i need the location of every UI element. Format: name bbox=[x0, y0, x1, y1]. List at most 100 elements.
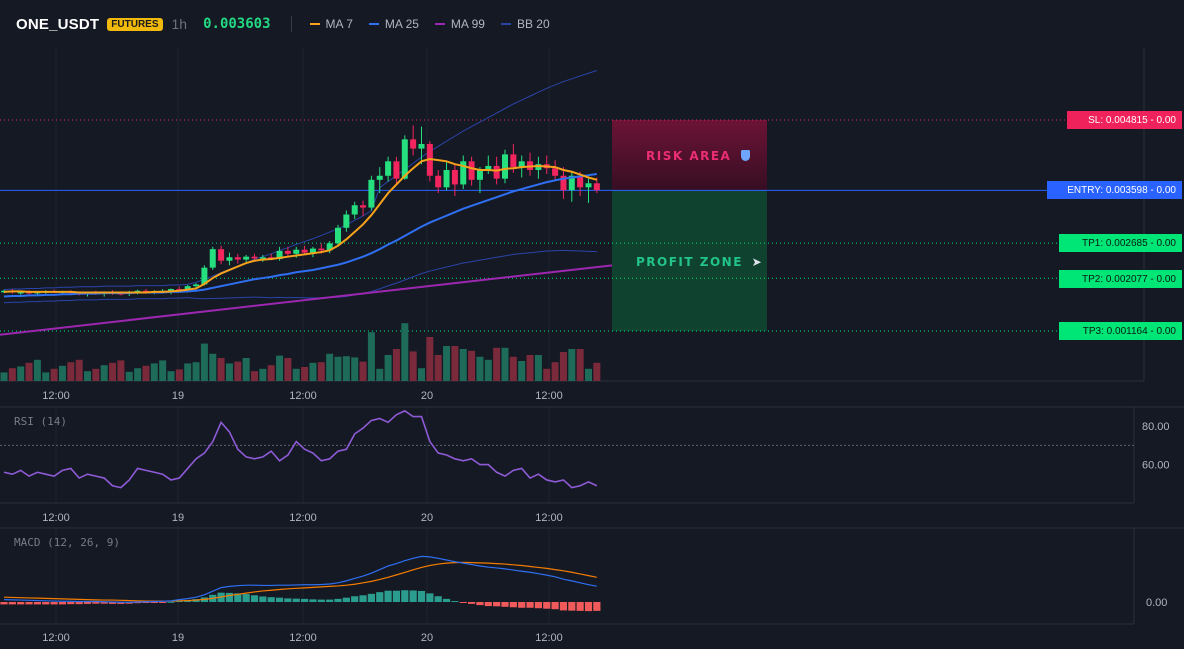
candle-body bbox=[435, 175, 442, 188]
macd-histogram-bar bbox=[334, 598, 342, 602]
candle-body bbox=[218, 249, 225, 261]
tp1-level-tag[interactable]: TP1: 0.002685 - 0.00 bbox=[1059, 234, 1182, 252]
sl-level-value: - 0.00 bbox=[1150, 114, 1176, 126]
macd-histogram-bar bbox=[351, 596, 359, 602]
candle-body bbox=[335, 227, 341, 244]
symbol-title[interactable]: ONE_USDT bbox=[16, 15, 100, 33]
price-time-tick: 12:00 bbox=[289, 390, 317, 402]
indicator-ma99[interactable]: MA 99 bbox=[434, 17, 485, 31]
volume-bar bbox=[192, 362, 200, 381]
entry-level-tag[interactable]: ENTRY: 0.003598 - 0.00 bbox=[1047, 181, 1182, 199]
tp1-level-label: TP1: 0.002685 bbox=[1082, 237, 1148, 249]
tp3-level-tag[interactable]: TP3: 0.001164 - 0.00 bbox=[1059, 322, 1182, 340]
tp2-level-tag[interactable]: TP2: 0.002077 - 0.00 bbox=[1059, 270, 1182, 288]
volume-bar bbox=[58, 365, 66, 381]
volume-bar bbox=[543, 368, 551, 381]
macd-histogram-bar bbox=[58, 602, 67, 605]
volume-bar bbox=[117, 360, 125, 381]
macd-histogram-bar bbox=[284, 598, 292, 602]
macd-histogram-bar bbox=[75, 602, 83, 605]
macd-histogram-bar bbox=[225, 592, 234, 602]
candle-body bbox=[243, 256, 250, 260]
candle-body bbox=[535, 164, 542, 170]
candle-body bbox=[184, 286, 191, 290]
tp3-level-value: - 0.00 bbox=[1150, 325, 1176, 337]
timeframe-label[interactable]: 1h bbox=[171, 16, 188, 32]
macd-histogram-bar bbox=[526, 602, 534, 608]
candle-body bbox=[276, 250, 283, 259]
macd-histogram-bar bbox=[501, 602, 509, 607]
volume-bar bbox=[125, 371, 133, 381]
candle-body bbox=[593, 183, 600, 191]
volume-bar bbox=[84, 371, 91, 381]
header-divider bbox=[290, 16, 292, 32]
rsi-label: RSI (14) bbox=[14, 415, 67, 428]
ma99-label: MA 99 bbox=[450, 17, 485, 31]
risk-area-label: RISK AREA bbox=[646, 149, 751, 163]
macd-histogram-bar bbox=[309, 599, 317, 602]
macd-histogram-bar bbox=[83, 602, 92, 604]
volume-bar bbox=[242, 358, 250, 381]
rsi-time-tick: 20 bbox=[421, 512, 433, 524]
macd-histogram-bar bbox=[50, 602, 58, 605]
volume-bar bbox=[484, 359, 492, 381]
candle-body bbox=[401, 139, 408, 179]
candle-body bbox=[443, 169, 450, 188]
macd-histogram-bar bbox=[17, 602, 25, 605]
candle-body bbox=[410, 139, 417, 149]
macd-histogram-bar bbox=[67, 602, 75, 605]
volume-bar bbox=[443, 346, 451, 381]
ma99-swatch bbox=[434, 23, 445, 25]
indicator-ma25[interactable]: MA 25 bbox=[368, 17, 419, 31]
macd-histogram-bar bbox=[426, 593, 434, 602]
volume-bar bbox=[509, 356, 517, 381]
candle-body bbox=[518, 161, 525, 168]
price-time-tick: 20 bbox=[421, 390, 433, 402]
volume-bar bbox=[234, 361, 242, 381]
macd-histogram-bar bbox=[417, 590, 426, 602]
macd-time-tick: 20 bbox=[421, 632, 433, 644]
indicator-bb20[interactable]: BB 20 bbox=[500, 17, 550, 31]
ma7-swatch bbox=[309, 23, 320, 25]
volume-bar bbox=[150, 363, 158, 381]
candle-body bbox=[168, 289, 174, 291]
candle-body bbox=[360, 205, 367, 208]
macd-histogram-bar bbox=[442, 598, 451, 602]
macd-signal-line bbox=[3, 561, 597, 602]
macd-histogram-bar bbox=[518, 602, 526, 608]
macd-histogram-bar bbox=[593, 602, 601, 611]
price-time-tick: 12:00 bbox=[42, 390, 70, 402]
macd-histogram-bar bbox=[317, 599, 325, 602]
candle-body bbox=[552, 168, 559, 176]
bb20-label: BB 20 bbox=[516, 17, 550, 31]
ma99-line bbox=[0, 264, 613, 336]
candle-body bbox=[17, 291, 24, 294]
volume-bar bbox=[276, 355, 284, 381]
candle-body bbox=[585, 183, 592, 188]
tp2-level-label: TP2: 0.002077 bbox=[1082, 273, 1148, 285]
candle-body bbox=[301, 249, 308, 253]
candle-body bbox=[577, 175, 584, 188]
rsi-axis-tick: 60.00 bbox=[1142, 460, 1170, 472]
volume-bar bbox=[0, 372, 8, 381]
macd-histogram-bar bbox=[409, 590, 417, 602]
volume-bar bbox=[50, 368, 58, 381]
volume-bar bbox=[418, 368, 425, 381]
macd-histogram-bar bbox=[509, 602, 517, 608]
macd-histogram-bar bbox=[275, 597, 284, 602]
macd-line bbox=[3, 555, 597, 603]
volume-bar bbox=[217, 358, 225, 381]
indicator-ma7[interactable]: MA 7 bbox=[309, 17, 353, 31]
volume-bar bbox=[559, 352, 567, 381]
rsi-line bbox=[3, 409, 598, 489]
candle-body bbox=[251, 256, 258, 259]
macd-histogram-bar bbox=[543, 602, 551, 609]
macd-axis-tick: 0.00 bbox=[1146, 597, 1167, 609]
volume-bar bbox=[67, 362, 75, 381]
ma7-line bbox=[3, 157, 598, 294]
candle-body bbox=[393, 161, 400, 179]
volume-bar bbox=[33, 359, 41, 381]
candle-body bbox=[234, 257, 241, 260]
sl-level-tag[interactable]: SL: 0.004815 - 0.00 bbox=[1067, 111, 1182, 129]
